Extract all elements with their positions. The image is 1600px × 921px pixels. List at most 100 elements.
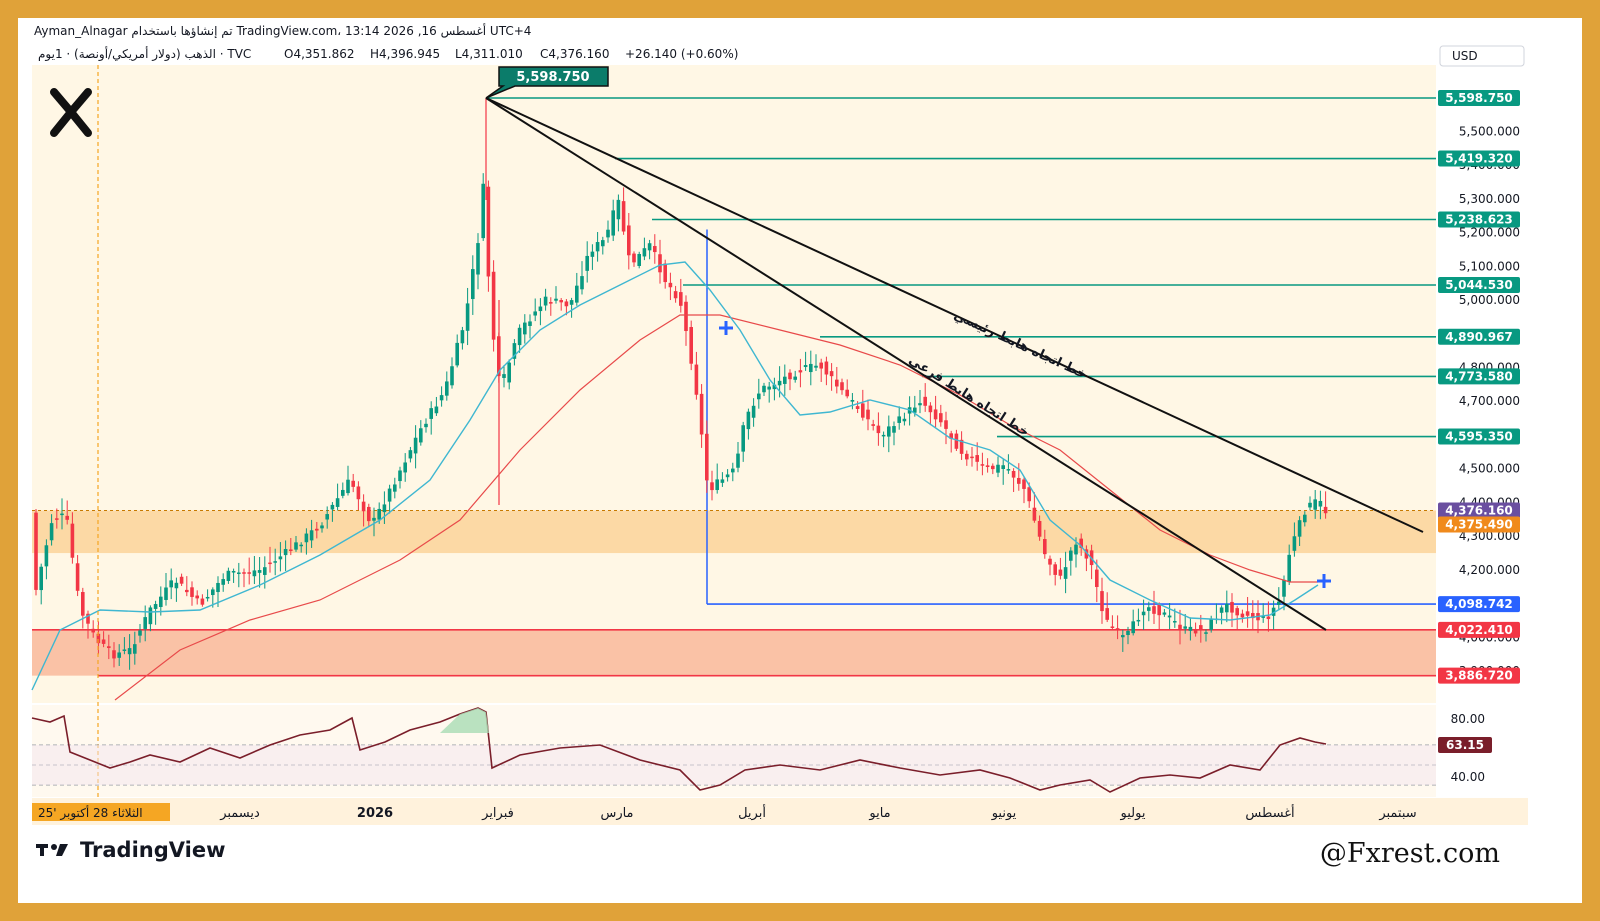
- candle-body: [205, 596, 210, 599]
- candle-body: [975, 455, 979, 462]
- candle-body: [580, 276, 584, 290]
- candle-body: [242, 572, 246, 574]
- candle-body: [1043, 539, 1047, 555]
- price-tick: 5,300.000: [1459, 192, 1520, 206]
- candle-body: [694, 364, 699, 395]
- candle-body: [632, 253, 636, 263]
- price-axis[interactable]: 5,500.0005,400.0005,300.0005,200.0005,10…: [1459, 124, 1520, 678]
- candle-body: [429, 408, 433, 419]
- candle-body: [668, 282, 673, 288]
- candle-body: [1173, 621, 1177, 623]
- candle-body: [1318, 500, 1323, 507]
- candle-body: [1292, 536, 1297, 551]
- price-tick: 4,500.000: [1459, 462, 1520, 476]
- candle-body: [34, 512, 38, 590]
- candle-body: [351, 480, 355, 487]
- time-tick: أبريل: [738, 804, 766, 821]
- candle-body: [148, 607, 153, 625]
- candle-body: [1079, 538, 1083, 548]
- candle-body: [772, 384, 777, 390]
- candle-body: [803, 365, 808, 368]
- candle-body: [450, 366, 454, 386]
- sub-downtrend-line[interactable]: [485, 97, 1327, 631]
- candle-body: [273, 561, 277, 563]
- candle-body: [231, 571, 236, 573]
- candle-body: [1006, 469, 1011, 471]
- price-tick: 5,000.000: [1459, 293, 1520, 307]
- candle-body: [361, 501, 366, 512]
- candle-body: [793, 376, 797, 380]
- candle-body: [81, 592, 85, 616]
- candle-body: [923, 396, 927, 406]
- price-pane-background: [32, 65, 1436, 703]
- candle-body: [710, 482, 714, 491]
- candle-body: [991, 465, 995, 470]
- candle-body: [294, 542, 298, 550]
- candle-body: [1219, 607, 1224, 613]
- candle-body: [939, 413, 943, 423]
- candle-body: [1063, 567, 1068, 579]
- candle-body: [159, 596, 163, 608]
- candle-body: [55, 518, 59, 520]
- candle-body: [91, 628, 95, 633]
- prev-close-label: 4,375.490: [1445, 518, 1513, 532]
- candle-body: [424, 423, 428, 428]
- level-label: 5,238.623: [1445, 213, 1513, 227]
- level-label: 4,595.350: [1445, 430, 1513, 444]
- candle-body: [835, 379, 839, 387]
- tradingview-logo-icon: [36, 844, 68, 856]
- candle-body: [247, 572, 251, 574]
- candle-body: [663, 263, 667, 283]
- time-axis[interactable]: ديسمبر 2026 فبراير مارس أبريل مايو يونيو يوليو أ…: [219, 804, 1416, 821]
- candle-body: [1308, 502, 1312, 508]
- candle-body: [1266, 616, 1271, 620]
- candle-body: [382, 504, 387, 513]
- candle-body: [1323, 506, 1328, 514]
- candle-body: [543, 296, 548, 306]
- candle-body: [1027, 487, 1031, 502]
- candle-body: [1115, 628, 1120, 630]
- peak-callout: 5,598.750: [485, 66, 609, 99]
- candle-body: [549, 302, 553, 304]
- candle-body: [304, 533, 309, 543]
- rsi-tick: 40.00: [1451, 770, 1485, 784]
- candle-body: [335, 498, 340, 507]
- candle-body: [419, 428, 423, 443]
- candle-body: [798, 370, 803, 373]
- candle-body: [367, 506, 371, 522]
- crosshair-date-label: الثلاثاء 28 أكتوبر '25: [38, 805, 143, 821]
- price-tick: 5,100.000: [1459, 259, 1520, 273]
- candle-body: [1245, 611, 1250, 616]
- candle-body: [959, 439, 964, 454]
- candle-body: [127, 648, 132, 655]
- candle-body: [346, 479, 350, 494]
- candle-body: [471, 269, 475, 300]
- level-badge: [1438, 328, 1520, 345]
- candle-body: [1162, 612, 1167, 615]
- candle-body: [1240, 613, 1245, 618]
- candle-body: [101, 639, 106, 644]
- candle-body: [720, 479, 725, 483]
- level-label: 5,598.750: [1445, 91, 1513, 105]
- candle-body: [252, 570, 257, 577]
- currency-button[interactable]: [1439, 45, 1525, 67]
- candle-body: [200, 598, 205, 605]
- candle-body: [1199, 625, 1203, 630]
- level-badge: [1438, 667, 1520, 684]
- candle-body: [153, 604, 158, 609]
- candle-body: [1204, 632, 1208, 634]
- candle-body: [1105, 608, 1109, 620]
- main-downtrend-line[interactable]: [485, 97, 1424, 533]
- candle-body: [372, 517, 376, 521]
- candle-body: [861, 403, 865, 418]
- candle-body: [481, 183, 485, 239]
- candle-body: [408, 450, 413, 459]
- candle-body: [211, 589, 215, 596]
- candle-body: [1022, 479, 1026, 489]
- candle-body: [330, 504, 335, 510]
- rsi-line: [31, 707, 1327, 793]
- candle-body: [715, 479, 719, 491]
- rsi-overbought-fill: [440, 708, 489, 733]
- level-label: 3,886.720: [1445, 669, 1513, 683]
